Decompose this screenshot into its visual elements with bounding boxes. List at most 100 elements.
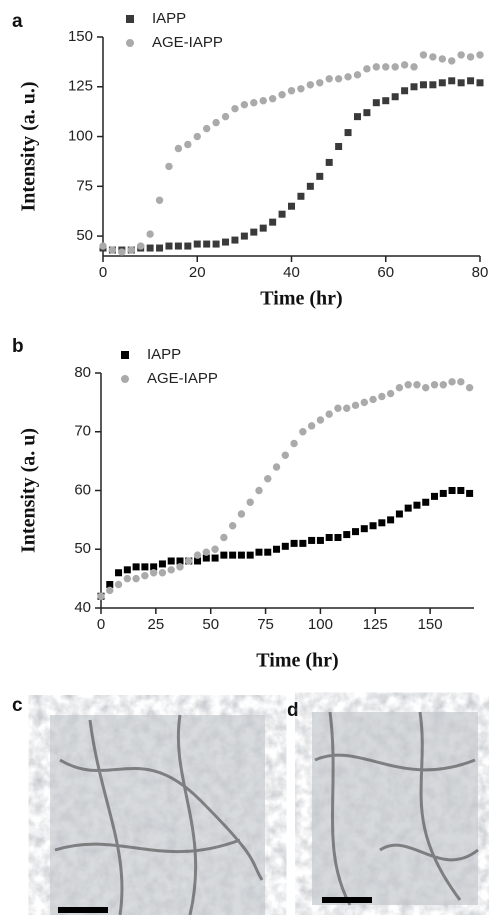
scale-bar bbox=[322, 897, 372, 903]
x-axis-title: Time (hr) bbox=[256, 650, 338, 672]
fibrils bbox=[54, 714, 264, 916]
point bbox=[439, 381, 447, 389]
x-tick-label: 80 bbox=[472, 264, 489, 281]
point bbox=[344, 129, 352, 137]
point bbox=[299, 539, 307, 547]
y-tick-label: 50 bbox=[76, 227, 93, 244]
y-tick-label: 150 bbox=[68, 28, 93, 45]
point bbox=[422, 498, 430, 506]
point bbox=[288, 202, 295, 210]
point bbox=[297, 192, 305, 200]
x-tick-label: 0 bbox=[97, 616, 105, 633]
legend-marker bbox=[126, 15, 134, 23]
point bbox=[429, 53, 437, 61]
point bbox=[146, 244, 154, 252]
point bbox=[222, 238, 230, 246]
point bbox=[264, 548, 272, 556]
y-tick-label: 75 bbox=[76, 177, 93, 194]
point bbox=[287, 87, 296, 95]
point bbox=[141, 571, 149, 580]
point bbox=[255, 548, 263, 556]
point bbox=[363, 109, 371, 117]
point bbox=[466, 53, 475, 61]
point bbox=[467, 77, 475, 85]
x-tick-label: 0 bbox=[99, 264, 107, 281]
point bbox=[308, 536, 316, 544]
point bbox=[466, 489, 474, 497]
point bbox=[264, 475, 272, 483]
point bbox=[97, 592, 105, 600]
point bbox=[211, 545, 219, 553]
point bbox=[335, 143, 343, 150]
point bbox=[353, 113, 361, 121]
micrograph-c bbox=[50, 714, 265, 916]
micrograph-d bbox=[312, 711, 479, 906]
point bbox=[193, 240, 201, 248]
point bbox=[259, 224, 267, 232]
point bbox=[194, 557, 202, 565]
point bbox=[99, 242, 107, 250]
point bbox=[278, 210, 286, 218]
point bbox=[413, 381, 421, 389]
point bbox=[146, 230, 154, 238]
point bbox=[184, 242, 192, 250]
point bbox=[386, 389, 395, 398]
y-tick-label: 70 bbox=[74, 423, 91, 440]
point bbox=[476, 79, 484, 87]
point bbox=[123, 574, 132, 583]
point bbox=[353, 71, 362, 79]
point bbox=[316, 416, 325, 424]
y-axis-title: Intensity (a. u) bbox=[18, 428, 40, 553]
point bbox=[352, 528, 360, 536]
legend-label: AGE-IAPP bbox=[147, 370, 218, 387]
point bbox=[316, 79, 324, 87]
point bbox=[158, 560, 166, 568]
point bbox=[343, 531, 351, 539]
point bbox=[395, 383, 404, 392]
legend-marker bbox=[121, 351, 129, 359]
point bbox=[212, 240, 220, 248]
x-tick-label: 60 bbox=[377, 264, 394, 281]
point bbox=[132, 574, 140, 583]
point bbox=[272, 463, 281, 471]
point bbox=[369, 522, 377, 530]
x-axis-title: Time (hr) bbox=[260, 288, 342, 310]
point bbox=[281, 542, 289, 550]
y-tick-label: 40 bbox=[74, 599, 91, 616]
point bbox=[448, 487, 456, 494]
point bbox=[229, 551, 237, 559]
point bbox=[439, 489, 447, 497]
point bbox=[334, 534, 342, 541]
point bbox=[137, 242, 145, 250]
fibrils bbox=[314, 711, 479, 906]
point bbox=[165, 162, 173, 171]
point bbox=[167, 557, 175, 565]
point bbox=[281, 451, 290, 459]
point bbox=[118, 248, 126, 256]
point bbox=[404, 381, 412, 389]
point bbox=[167, 566, 175, 574]
point bbox=[237, 510, 246, 518]
panel-label: d bbox=[287, 700, 299, 721]
point bbox=[220, 551, 228, 559]
y-tick-label: 60 bbox=[74, 481, 91, 498]
point bbox=[363, 65, 371, 73]
point bbox=[325, 410, 333, 418]
point bbox=[344, 73, 352, 81]
y-tick-label: 80 bbox=[74, 364, 91, 381]
legend-label: AGE-IAPP bbox=[152, 34, 223, 51]
point bbox=[316, 172, 324, 180]
point bbox=[334, 75, 343, 83]
y-tick-label: 125 bbox=[68, 78, 93, 95]
legend-label: IAPP bbox=[147, 346, 181, 363]
panel-label: b bbox=[12, 336, 24, 357]
point bbox=[211, 554, 219, 562]
point bbox=[150, 563, 158, 571]
point bbox=[419, 51, 428, 59]
point bbox=[325, 534, 333, 541]
scale-bar bbox=[58, 907, 108, 913]
point bbox=[457, 51, 465, 59]
point bbox=[410, 63, 418, 71]
point bbox=[422, 383, 430, 392]
point bbox=[132, 563, 140, 571]
